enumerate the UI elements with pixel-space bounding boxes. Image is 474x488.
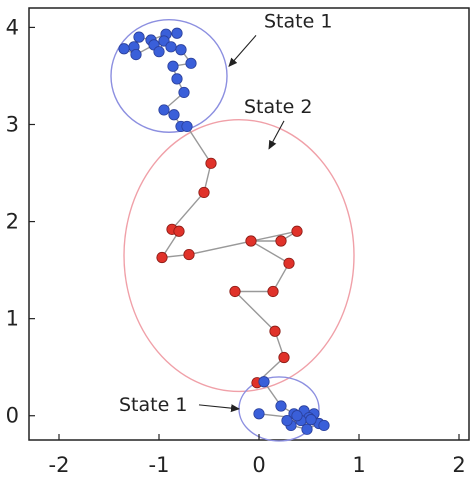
y-tick-label-3: 2 <box>6 210 19 234</box>
point-s1-7 <box>130 48 142 61</box>
region-circle-2 <box>123 118 355 393</box>
point-s2-12 <box>229 285 241 298</box>
point-s1-4 <box>133 31 145 43</box>
point-s2-7 <box>291 225 303 237</box>
point-s3-2 <box>275 400 287 412</box>
x-tick-label-5: 2 <box>452 453 465 477</box>
point-s3-13 <box>318 419 330 432</box>
axis-ticks: -2 -1 0 1 2 0 1 2 3 4 <box>6 15 466 477</box>
annotation-arrow-3 <box>198 404 240 413</box>
point-s2-14 <box>278 351 290 364</box>
point-s1-1 <box>171 27 183 39</box>
state-regions <box>110 18 355 442</box>
x-tick-label-4: 1 <box>352 453 365 477</box>
point-s1-6 <box>118 43 130 55</box>
point-s2-2 <box>198 186 210 199</box>
point-s1-15 <box>171 73 183 85</box>
point-s3-1 <box>258 376 270 388</box>
annotation-label-2: State 2 <box>244 96 312 118</box>
point-s2-1 <box>205 157 217 169</box>
point-s1-13 <box>185 57 197 69</box>
region-circle-1 <box>110 18 228 133</box>
point-s1-12 <box>175 44 187 56</box>
data-points <box>118 27 330 435</box>
point-s3-14 <box>305 414 317 426</box>
annotation-arrow-2 <box>268 120 285 150</box>
y-tick-label-2: 1 <box>6 307 19 331</box>
point-s2-10 <box>283 257 295 269</box>
point-s1-17 <box>158 104 170 116</box>
point-s3-12 <box>281 414 293 427</box>
point-s3-8 <box>291 410 303 422</box>
y-tick-label-1: 0 <box>6 404 19 428</box>
point-s1-11 <box>165 41 177 53</box>
annotations: State 1 State 2 State 1 <box>119 10 332 415</box>
y-tick-label-5: 4 <box>6 15 19 39</box>
point-s1-9 <box>153 46 165 58</box>
annotation-label-1: State 1 <box>264 10 332 32</box>
point-s1-18 <box>168 109 180 121</box>
point-s1-16 <box>178 86 190 99</box>
point-s2-11 <box>267 285 279 298</box>
x-tick-label-1: -2 <box>49 453 70 477</box>
plot-frame <box>28 7 470 441</box>
point-s1-20 <box>181 120 193 133</box>
y-tick-label-4: 3 <box>6 112 19 136</box>
point-s2-13 <box>269 325 281 337</box>
point-s1-14 <box>167 60 179 72</box>
annotation-arrow-1 <box>228 35 257 67</box>
x-tick-label-3: 0 <box>252 453 265 477</box>
point-s2-8 <box>275 235 287 247</box>
point-s3-15 <box>253 408 265 420</box>
point-s2-4 <box>173 225 185 237</box>
x-tick-label-2: -1 <box>149 453 170 477</box>
point-s2-9 <box>245 235 257 247</box>
point-s2-5 <box>156 251 168 264</box>
point-s3-10 <box>301 423 313 435</box>
point-s2-6 <box>183 248 195 261</box>
annotation-label-3: State 1 <box>119 394 187 416</box>
